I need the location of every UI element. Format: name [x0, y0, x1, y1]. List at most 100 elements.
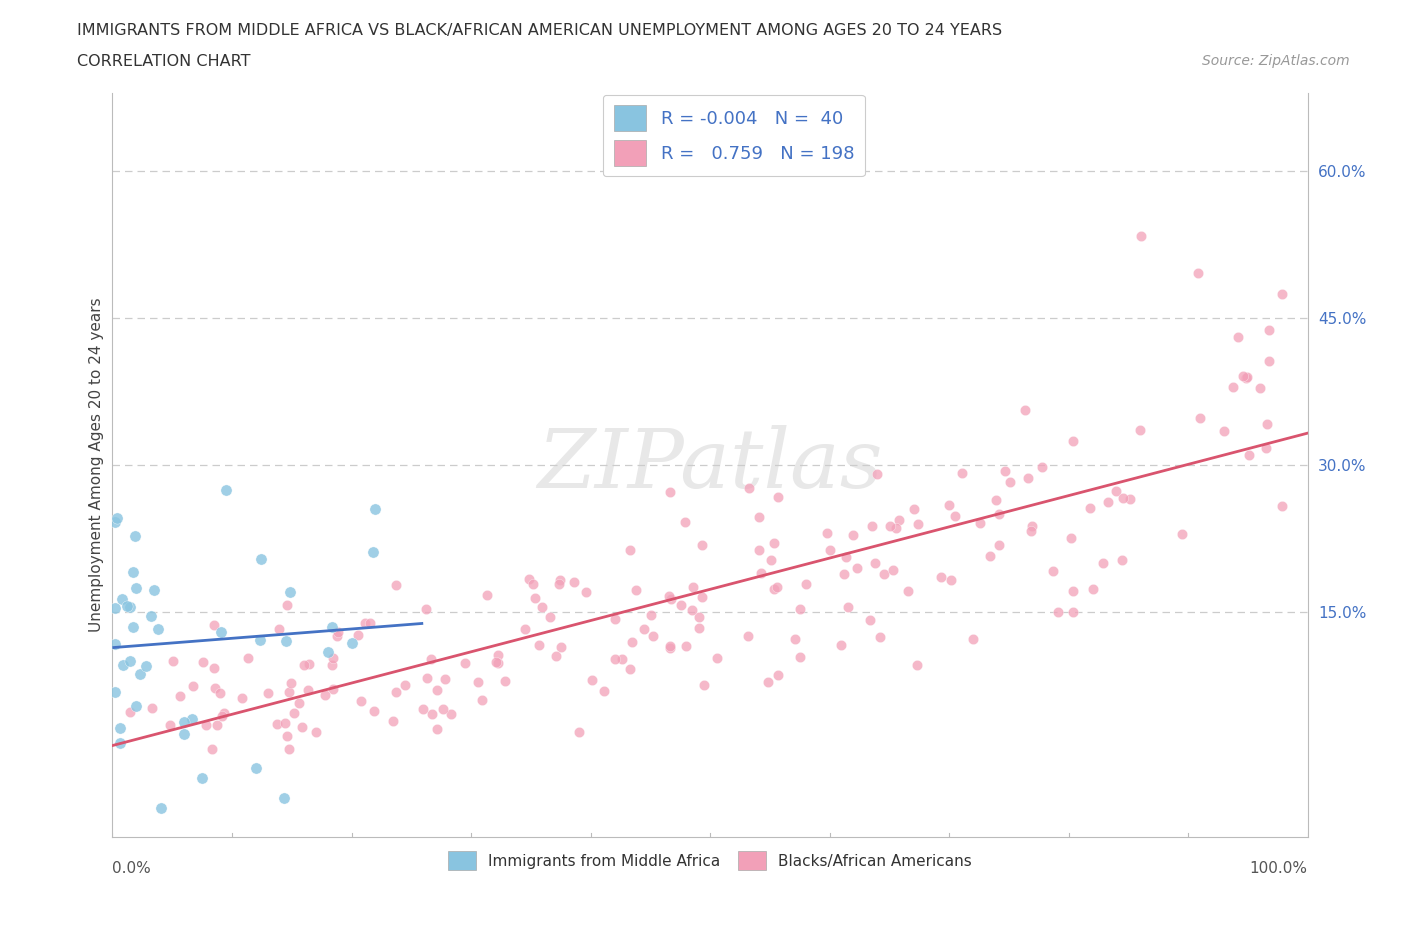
Text: Source: ZipAtlas.com: Source: ZipAtlas.com — [1202, 54, 1350, 68]
Point — [1213, 423, 1236, 438]
Point — [115, 598, 138, 613]
Point — [659, 641, 682, 656]
Point — [882, 563, 904, 578]
Point — [1222, 379, 1244, 394]
Point — [832, 566, 855, 581]
Point — [419, 652, 441, 667]
Point — [929, 570, 952, 585]
Point — [273, 790, 295, 805]
Point — [173, 726, 195, 741]
Point — [610, 651, 633, 666]
Point — [238, 650, 260, 665]
Point — [267, 622, 290, 637]
Point — [938, 498, 960, 512]
Point — [1271, 286, 1294, 301]
Point — [1129, 229, 1152, 244]
Point — [118, 705, 141, 720]
Point — [988, 538, 1011, 552]
Point — [274, 715, 297, 730]
Point — [763, 581, 786, 596]
Point — [548, 577, 571, 591]
Point — [361, 544, 384, 559]
Point — [633, 622, 655, 637]
Point — [321, 658, 343, 672]
Point — [288, 696, 311, 711]
Point — [962, 632, 984, 647]
Point — [426, 683, 449, 698]
Point — [887, 513, 910, 528]
Point — [1062, 433, 1084, 448]
Point — [737, 629, 759, 644]
Point — [412, 701, 434, 716]
Point — [381, 714, 404, 729]
Point — [305, 724, 328, 739]
Point — [979, 549, 1001, 564]
Point — [291, 719, 314, 734]
Point — [538, 610, 561, 625]
Point — [297, 683, 319, 698]
Point — [789, 649, 811, 664]
Point — [359, 616, 381, 631]
Point — [905, 658, 928, 672]
Point — [108, 736, 131, 751]
Point — [605, 651, 627, 666]
Point — [1271, 498, 1294, 513]
Point — [321, 620, 343, 635]
Point — [659, 639, 682, 654]
Point — [486, 656, 509, 671]
Point — [562, 575, 585, 590]
Point — [766, 490, 789, 505]
Point — [1234, 371, 1257, 386]
Text: 100.0%: 100.0% — [1250, 861, 1308, 876]
Point — [277, 741, 299, 756]
Point — [1257, 354, 1279, 369]
Point — [440, 706, 463, 721]
Point — [1226, 329, 1249, 344]
Point — [207, 717, 229, 732]
Point — [125, 698, 148, 713]
Point — [673, 514, 696, 529]
Point — [1111, 552, 1133, 567]
Point — [135, 658, 157, 673]
Point — [276, 728, 298, 743]
Point — [658, 485, 681, 499]
Point — [494, 673, 516, 688]
Point — [471, 693, 494, 708]
Point — [737, 481, 759, 496]
Point — [1060, 531, 1083, 546]
Point — [1112, 491, 1135, 506]
Point — [250, 551, 273, 566]
Point — [903, 501, 925, 516]
Point — [544, 648, 567, 663]
Point — [620, 635, 643, 650]
Point — [209, 625, 232, 640]
Point — [1014, 402, 1036, 417]
Point — [354, 616, 377, 631]
Point — [835, 550, 858, 565]
Point — [159, 717, 181, 732]
Point — [142, 583, 165, 598]
Point — [110, 720, 132, 735]
Point — [181, 711, 204, 726]
Point — [984, 493, 1007, 508]
Point — [191, 771, 214, 786]
Point — [141, 700, 163, 715]
Point — [869, 630, 891, 644]
Point — [943, 509, 966, 524]
Point — [202, 618, 225, 632]
Point — [105, 511, 128, 525]
Point — [706, 651, 728, 666]
Point — [280, 676, 302, 691]
Point — [1062, 584, 1084, 599]
Point — [1232, 368, 1254, 383]
Point — [1171, 526, 1194, 541]
Point — [385, 684, 408, 699]
Point — [749, 565, 772, 580]
Point — [641, 629, 664, 644]
Point — [326, 624, 349, 639]
Point — [748, 510, 770, 525]
Point — [1257, 323, 1279, 338]
Point — [748, 542, 770, 557]
Point — [531, 599, 554, 614]
Point — [575, 584, 598, 599]
